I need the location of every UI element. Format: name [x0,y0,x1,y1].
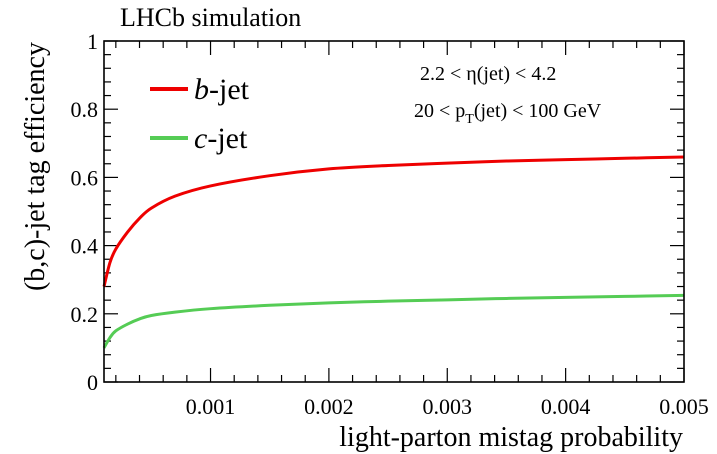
y-axis-title: (b,c)-jet tag efficiency [20,42,51,291]
eta-range-annotation: 2.2 < η(jet) < 4.2 [420,63,556,85]
plot-frame [103,40,685,383]
x-tick-label: 0.005 [659,394,709,419]
y-tick-label: 0.2 [71,302,99,327]
curves-layer [102,155,685,349]
x-axis-title: light-parton mistag probability [339,422,683,453]
y-tick-label: 0.8 [71,97,99,122]
y-tick-label: 0.6 [71,165,99,190]
series-line-c-jet [102,293,685,349]
pt-range-annotation: 20 < pT(jet) < 100 GeV [414,100,602,127]
y-tick-label: 1 [87,29,98,54]
x-tick-label: 0.002 [304,394,354,419]
x-tick-label: 0.003 [423,394,473,419]
legend: b-jet c-jet [150,73,250,155]
ticks-layer: 0 0.2 0.4 0.6 0.8 1 0.001 0.002 0.003 0.004 0.005 [71,29,709,419]
legend-label-b-jet: b-jet [194,73,250,106]
x-tick-label: 0.001 [186,394,236,419]
y-tick-label: 0 [87,370,98,395]
legend-label-c-jet: c-jet [194,122,248,155]
series-line-b-jet [102,155,685,287]
chart-title: LHCb simulation [120,3,301,32]
x-tick-label: 0.004 [541,394,591,419]
y-tick-label: 0.4 [71,234,99,259]
